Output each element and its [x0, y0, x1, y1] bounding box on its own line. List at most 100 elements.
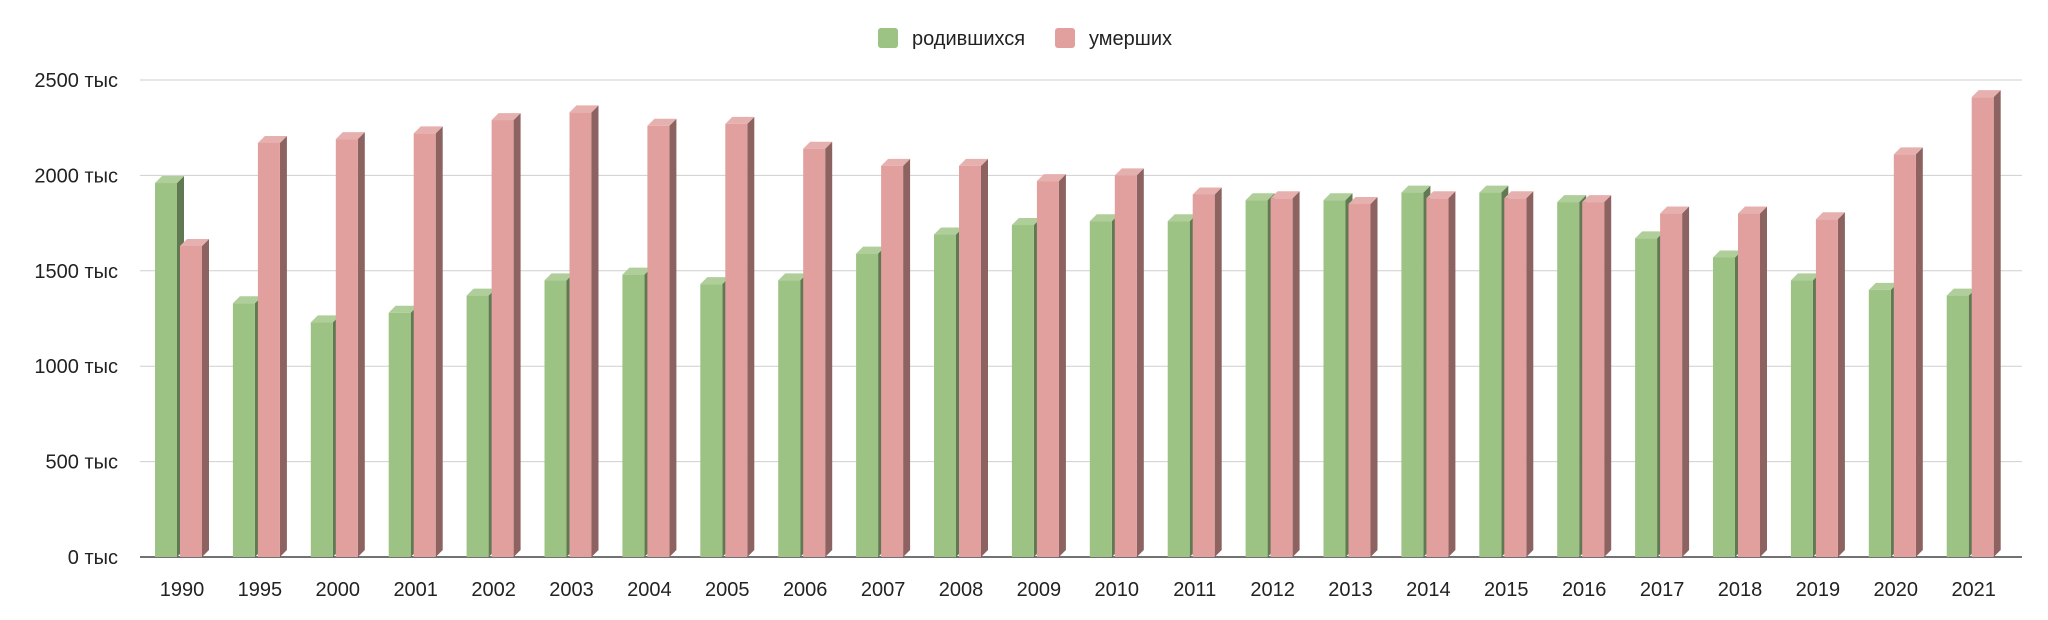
bar-born-2018-front — [1713, 257, 1735, 557]
bar-born-2012-front — [1245, 200, 1268, 558]
bar-born-2016-front — [1557, 202, 1580, 557]
x-tick-label-1990: 1990 — [160, 579, 205, 601]
bar-died-2009-front — [1036, 181, 1059, 557]
x-axis: 1990 1995 2000 2001 2002 2003 2004 2005 2006 2007… — [160, 579, 1996, 601]
bar-died-2005-front — [725, 123, 748, 557]
bar-born-2017 — [1635, 231, 1665, 557]
bar-born-2012-top — [1245, 193, 1275, 201]
bar-died-2012-front — [1270, 198, 1293, 557]
bar-died-2014-top — [1426, 191, 1456, 199]
bar-born-2006-front — [778, 280, 801, 557]
x-tick-label-2013: 2013 — [1328, 579, 1373, 601]
gridlines — [140, 79, 2022, 558]
bar-born-2020-top — [1868, 282, 1898, 290]
bar-born-2000-top — [310, 315, 340, 323]
x-tick-label-2008: 2008 — [939, 579, 984, 601]
bar-died-2014 — [1426, 191, 1456, 557]
bar-died-2021-top — [1971, 90, 2001, 98]
bar-died-2018-front — [1738, 213, 1760, 557]
bar-died-1990-side — [202, 238, 209, 557]
bar-died-2016-front — [1582, 202, 1605, 557]
legend-swatch — [1055, 28, 1075, 48]
bar-born-2019-front — [1790, 280, 1813, 557]
bar-died-2007-top — [881, 158, 911, 166]
bar-born-2015-front — [1479, 192, 1502, 557]
legend: родившихся умерших — [878, 28, 1172, 50]
bar-born-2003-top — [544, 273, 574, 281]
bar-died-2006-front — [803, 148, 826, 558]
bar-died-2001-top — [413, 126, 443, 134]
x-tick-label-2021: 2021 — [1951, 579, 1996, 601]
bar-died-2019-front — [1815, 219, 1838, 557]
bar-died-2010-side — [1136, 168, 1144, 557]
bar-died-2018-side — [1760, 206, 1767, 557]
bar-born-2015 — [1479, 185, 1509, 557]
bar-died-2000 — [335, 132, 365, 557]
bar-died-2021-side — [1993, 90, 2001, 557]
bar-died-2006-side — [825, 141, 833, 558]
bar-died-2003-front — [569, 112, 592, 557]
bar-died-2011-top — [1192, 187, 1222, 195]
bar-died-2004-top — [647, 118, 677, 126]
bar-born-2000-front — [310, 322, 333, 557]
bar-died-2017-front — [1660, 213, 1683, 557]
bar-born-1990 — [155, 176, 184, 558]
bar-died-2006 — [803, 141, 833, 558]
bar-died-2007-front — [881, 165, 904, 558]
bar-died-2012 — [1270, 191, 1300, 557]
bar-died-2015-side — [1526, 191, 1534, 557]
legend-item-died: умерших — [1055, 28, 1172, 50]
bar-born-2016-top — [1557, 195, 1587, 203]
bar-died-2006-top — [803, 141, 833, 149]
bar-died-2015-front — [1504, 198, 1527, 557]
bar-died-1990-front — [180, 245, 202, 557]
x-tick-label-2010: 2010 — [1095, 579, 1140, 601]
bar-born-2019 — [1790, 273, 1820, 557]
bar-born-2011-front — [1167, 221, 1190, 557]
bar-born-2008-top — [934, 227, 963, 235]
x-tick-label-2017: 2017 — [1640, 579, 1685, 601]
bar-born-2003 — [544, 273, 574, 557]
bar-born-2006 — [778, 273, 808, 557]
bar-born-2010-top — [1089, 214, 1119, 222]
bar-died-2017 — [1660, 206, 1690, 557]
bar-born-2001-front — [388, 312, 411, 557]
bar-born-1995 — [232, 296, 262, 557]
bar-died-2004-front — [647, 125, 670, 558]
bar-born-2008-front — [934, 234, 956, 557]
x-tick-label-2006: 2006 — [783, 579, 828, 601]
bar-born-2018-top — [1713, 250, 1742, 258]
x-tick-label-2016: 2016 — [1562, 579, 1607, 601]
x-tick-label-2019: 2019 — [1796, 579, 1841, 601]
bar-born-2013-top — [1323, 193, 1353, 201]
legend-item-born: родившихся — [878, 28, 1025, 50]
bar-died-2008-front — [959, 165, 981, 558]
bar-died-2012-top — [1270, 191, 1300, 199]
y-axis: 0 тыс 500 тыс 1000 тыс 1500 тыс 2000 тыс 2500… — [34, 70, 118, 569]
bar-born-2013-front — [1323, 200, 1346, 558]
x-tick-label-2020: 2020 — [1874, 579, 1919, 601]
bar-died-2001 — [413, 126, 443, 557]
bar-born-2007 — [856, 246, 886, 558]
bar-died-2009-side — [1058, 174, 1066, 557]
y-tick-label-2500: 2500 тыс — [34, 70, 118, 92]
bar-born-2004 — [622, 267, 652, 557]
bar-died-2019 — [1815, 212, 1845, 557]
y-tick-label-2000: 2000 тыс — [34, 165, 118, 187]
x-tick-label-2000: 2000 — [316, 579, 361, 601]
bar-born-2001 — [388, 305, 418, 557]
bar-died-2001-front — [413, 133, 436, 557]
bar-died-2020-top — [1893, 147, 1923, 155]
bar-born-2010 — [1089, 214, 1119, 557]
bar-died-2021-front — [1971, 97, 1994, 557]
bar-died-2003-top — [569, 105, 599, 113]
bar-died-2019-top — [1815, 212, 1845, 220]
bar-born-2016 — [1557, 195, 1587, 557]
bar-died-2018-top — [1738, 206, 1767, 214]
bar-died-2020-side — [1915, 147, 1923, 558]
bar-died-2019-side — [1837, 212, 1845, 557]
bar-died-2020-front — [1893, 154, 1916, 558]
bar-died-1995 — [257, 135, 287, 558]
x-tick-label-2003: 2003 — [549, 579, 594, 601]
